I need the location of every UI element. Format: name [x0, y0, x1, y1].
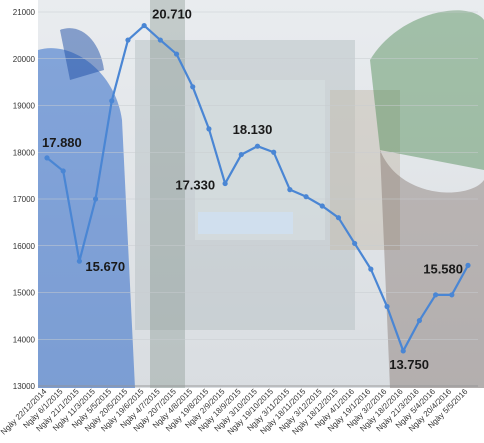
data-point	[416, 317, 423, 324]
data-point	[303, 194, 309, 200]
data-point	[254, 143, 261, 149]
data-point	[352, 240, 358, 247]
series-layer	[44, 22, 471, 354]
data-point	[222, 180, 228, 187]
data-point	[400, 348, 406, 354]
y-tick-label: 18000	[13, 148, 36, 157]
data-label: 18.130	[233, 122, 273, 137]
background-photo	[38, 0, 484, 388]
y-tick-label: 17000	[13, 195, 36, 204]
data-point	[433, 292, 439, 298]
data-point	[465, 262, 471, 268]
data-point	[238, 151, 244, 158]
y-axis: 13000 14000 15000 16000 17000 18000 19000 20000…	[13, 8, 36, 391]
data-point	[141, 22, 147, 29]
y-tick-label: 19000	[13, 102, 36, 111]
data-label: 20.710	[152, 7, 192, 22]
data-point	[335, 215, 342, 221]
data-point	[76, 258, 82, 264]
y-tick-label: 16000	[13, 242, 36, 251]
data-label: 15.670	[85, 259, 125, 274]
y-tick-label: 15000	[13, 289, 36, 298]
y-tick-label: 13000	[13, 382, 36, 391]
data-point	[368, 266, 374, 272]
data-point	[109, 98, 115, 104]
data-point	[449, 292, 455, 298]
data-point	[384, 303, 390, 310]
data-label: 15.580	[423, 261, 463, 276]
data-point	[319, 203, 325, 209]
data-point	[173, 51, 180, 57]
y-tick-label: 14000	[13, 335, 36, 344]
data-label: 17.880	[42, 135, 82, 150]
y-tick-label: 21000	[13, 8, 36, 17]
data-point	[44, 155, 50, 161]
data-point	[206, 126, 212, 132]
data-point	[60, 168, 66, 174]
data-label: 13.750	[389, 357, 429, 372]
data-labels: 17.880 15.670 20.710 17.330 18.130 13.750 15.5…	[42, 7, 463, 372]
data-point	[157, 37, 163, 43]
data-point	[125, 37, 131, 43]
data-point	[190, 84, 196, 90]
data-label: 17.330	[175, 178, 215, 193]
data-point	[287, 187, 293, 193]
y-tick-label: 20000	[13, 55, 36, 64]
data-point	[92, 196, 99, 202]
data-point	[271, 149, 277, 155]
